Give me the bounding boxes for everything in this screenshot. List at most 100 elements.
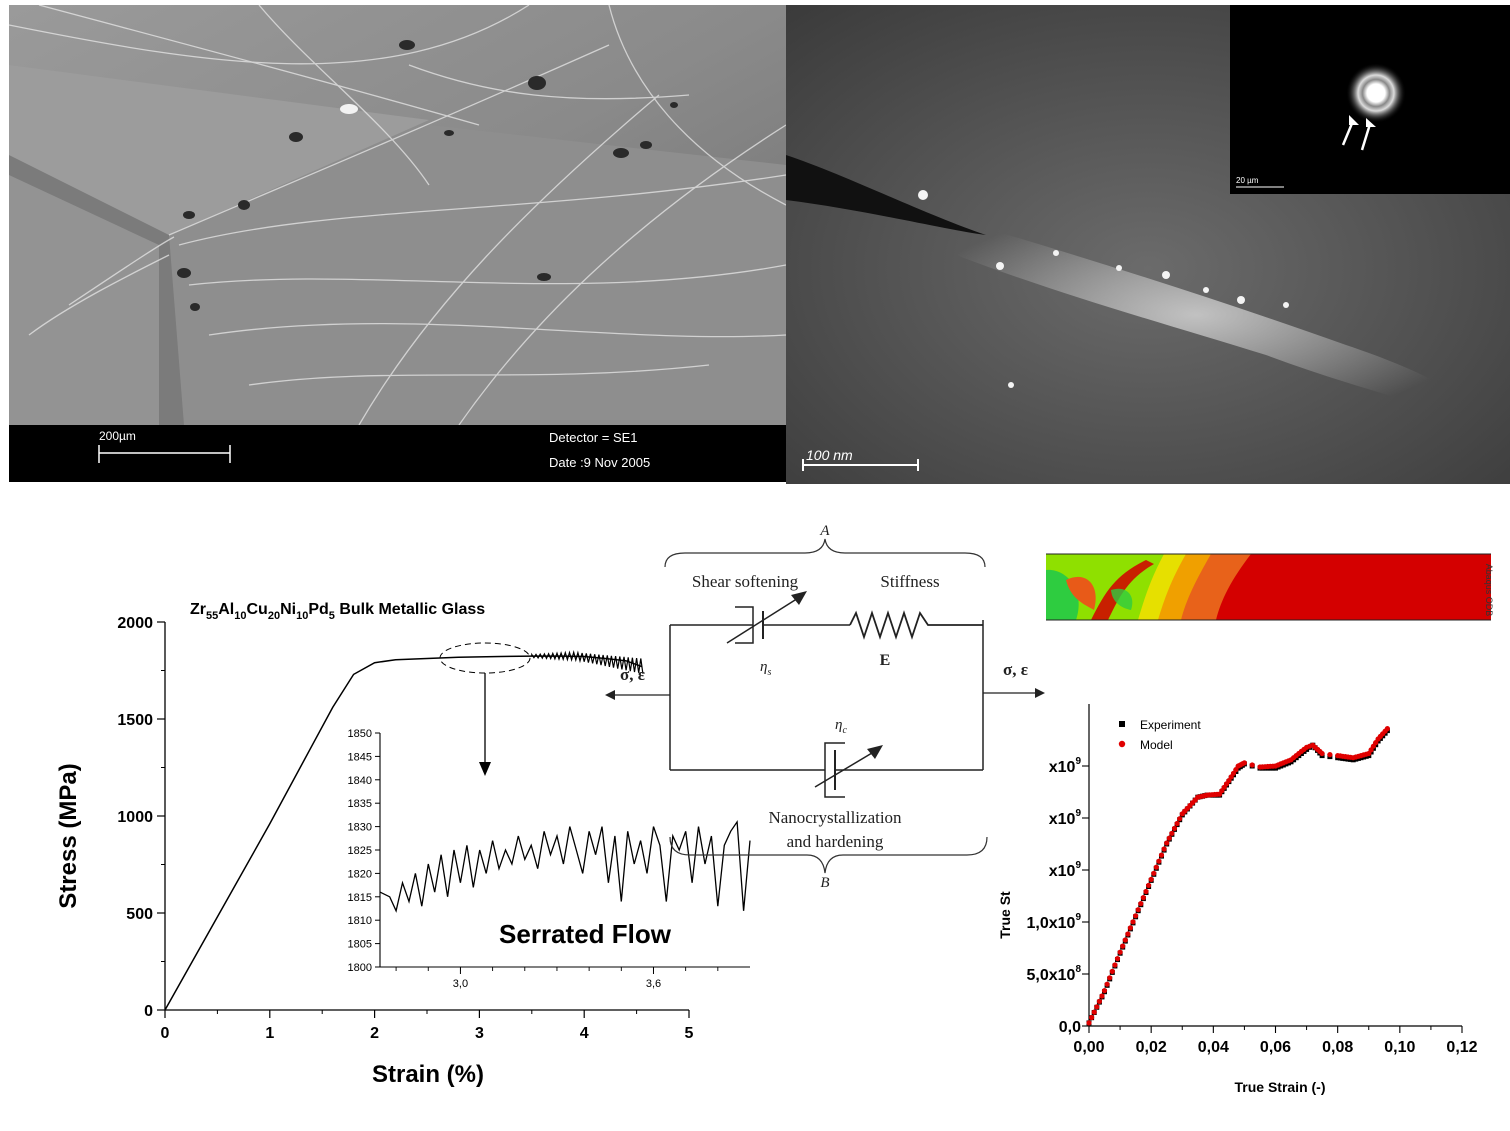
stress-strain-line	[164, 655, 643, 1011]
sigma-eps-left: σ, ε	[620, 665, 645, 684]
inset-y-tick-label: 1835	[348, 798, 372, 810]
sem-date-label: Date :9 Nov 2005	[549, 455, 650, 470]
variable-arrow-icon	[791, 591, 807, 605]
sem-image: 200µm Detector = SE1 Date :9 Nov 2005	[9, 5, 786, 482]
nano-label-1: Nanocrystallization	[768, 808, 902, 827]
model-x-tick-label: 0,04	[1198, 1039, 1229, 1056]
model-point	[1138, 901, 1144, 907]
inset-y-tick-label: 1830	[348, 822, 372, 834]
model-y-tick-label: 0,0	[1059, 1019, 1081, 1036]
brace-a	[664, 538, 986, 568]
model-point	[1153, 864, 1159, 870]
x-tick-label: 2	[370, 1025, 379, 1042]
inset-svg: 1800 1805 1810 1815 1820 1825 1830 1835 1840 1845…	[348, 728, 751, 990]
tem-inset-scale-label: 20 µm	[1236, 176, 1259, 185]
inset-y-tick-label: 1820	[348, 868, 372, 880]
stress-strain-svg: Zr55Al10Cu20Ni10Pd5 Bulk Metallic Glass …	[55, 601, 694, 1088]
sem-detector-label: Detector = SE1	[549, 430, 638, 445]
abaqus-label: Abaqus ODB	[1484, 564, 1494, 617]
rheology-diagram: A Shear softening Stiffness ηs E ηc σ, ε…	[595, 515, 1055, 895]
x-tick-label: 4	[580, 1025, 589, 1042]
inset-y-tick-label: 1850	[348, 728, 372, 740]
model-chart: 0,00 0,02 0,04 0,06 0,08 0,10 0,12 0,0 5,0x108 1,…	[990, 690, 1500, 1110]
y-tick-label: 1500	[117, 712, 153, 729]
right-arrow-icon	[1035, 688, 1045, 698]
stress-strain-chart: Zr55Al10Cu20Ni10Pd5 Bulk Metallic Glass …	[0, 580, 780, 1100]
sem-scale-label: 200µm	[99, 429, 136, 443]
variable-arrow-icon-c	[867, 745, 883, 759]
model-point	[1161, 846, 1167, 852]
model-point	[1164, 840, 1170, 846]
model-point	[1327, 752, 1333, 758]
model-point	[1130, 919, 1136, 925]
legend-experiment: Experiment	[1140, 718, 1201, 732]
x-tick-label: 1	[265, 1025, 274, 1042]
serrated-flow-line	[379, 819, 751, 913]
model-point	[1125, 931, 1131, 937]
spring	[849, 610, 983, 640]
model-x-tick-label: 0,08	[1322, 1039, 1353, 1056]
model-point	[1169, 830, 1175, 836]
model-point	[1117, 949, 1123, 955]
model-point	[1241, 760, 1247, 766]
serrated-flow-inset: 1800 1805 1810 1815 1820 1825 1830 1835 1840 1845…	[330, 725, 760, 995]
model-point	[1171, 825, 1178, 831]
model-point	[1094, 1004, 1100, 1010]
inset-y-tick-label: 1800	[348, 962, 372, 974]
model-y-axis-label: True St	[997, 891, 1013, 939]
y-tick-label: 0	[144, 1003, 153, 1020]
nano-label-2: and hardening	[787, 832, 884, 851]
inset-x-tick-label: 3,0	[453, 978, 468, 990]
model-point	[1104, 981, 1110, 987]
modulus-label: E	[880, 652, 891, 669]
serrated-flow-label: Serrated Flow	[499, 919, 672, 949]
fe-contour: Abaqus ODB	[1046, 550, 1496, 660]
dashpot-c	[824, 742, 845, 798]
model-point	[1086, 1020, 1092, 1026]
model-point	[1096, 998, 1102, 1004]
left-arrow-icon	[605, 690, 615, 700]
label-a: A	[819, 523, 830, 539]
x-axis-label: Strain (%)	[372, 1061, 484, 1088]
model-point	[1148, 876, 1154, 882]
inset-y-tick-label: 1810	[348, 915, 372, 927]
inset-y-tick-label: 1805	[348, 939, 372, 951]
shear-softening-label: Shear softening	[692, 572, 799, 591]
tem-micrograph: 20 µm 100 nm	[786, 5, 1510, 484]
sem-micrograph: 200µm Detector = SE1 Date :9 Nov 2005	[9, 5, 786, 482]
model-point	[1177, 816, 1183, 822]
model-point	[1158, 852, 1165, 858]
model-point	[1368, 747, 1374, 753]
model-y-tick-label: x109	[1049, 860, 1082, 880]
model-point	[1099, 993, 1105, 999]
inset-y-tick-label: 1845	[348, 751, 372, 763]
legend-marker-experiment	[1119, 721, 1125, 727]
model-svg: 0,00 0,02 0,04 0,06 0,08 0,10 0,12 0,0 5,0x108 1,…	[997, 704, 1478, 1095]
model-point	[1091, 1009, 1097, 1015]
legend-model: Model	[1140, 738, 1173, 752]
model-x-tick-label: 0,02	[1136, 1039, 1167, 1056]
model-point	[1107, 975, 1113, 981]
model-point	[1089, 1014, 1095, 1021]
x-tick-label: 0	[161, 1025, 170, 1042]
model-point	[1112, 962, 1118, 968]
chart-title: Zr55Al10Cu20Ni10Pd5 Bulk Metallic Glass	[190, 601, 485, 622]
model-point	[1156, 858, 1162, 864]
inset-y-tick-label: 1815	[348, 892, 372, 904]
y-axis-label: Stress (MPa)	[55, 763, 82, 908]
serration-zigzag	[531, 650, 644, 674]
tem-image: 20 µm 100 nm	[786, 5, 1510, 484]
label-b: B	[820, 875, 829, 891]
model-point	[1133, 913, 1139, 919]
model-point	[1166, 835, 1172, 841]
fe-contour-svg: Abaqus ODB	[1046, 553, 1494, 621]
model-point	[1384, 726, 1390, 732]
y-tick-label: 2000	[117, 615, 153, 632]
tem-scale-label: 100 nm	[806, 447, 853, 463]
brace-b	[669, 836, 988, 874]
model-point	[1151, 870, 1157, 876]
down-arrow-icon	[479, 762, 491, 776]
inset-y-tick-label: 1840	[348, 775, 372, 787]
model-x-tick-label: 0,12	[1446, 1039, 1477, 1056]
model-point	[1143, 888, 1149, 895]
